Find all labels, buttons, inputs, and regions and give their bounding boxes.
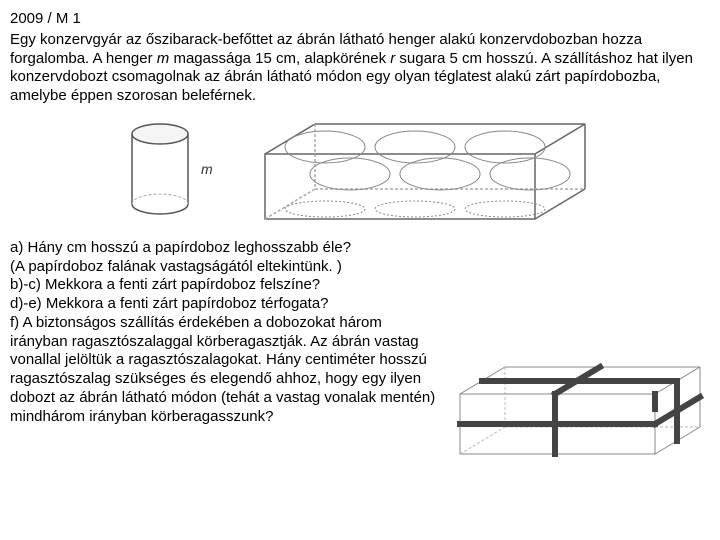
question-bc: b)-c) Mekkora a fenti zárt papírdoboz fe… xyxy=(10,276,440,295)
question-de: d)-e) Mekkora a fenti zárt papírdoboz té… xyxy=(10,295,440,314)
exam-header: 2009 / M 1 xyxy=(10,10,710,29)
box-with-cans-figure xyxy=(255,114,595,229)
intro-part2: magassága 15 cm, alapkörének xyxy=(169,50,390,67)
problem-text: Egy konzervgyár az őszibarack-befőttet a… xyxy=(10,31,710,106)
tape-box-figure xyxy=(450,359,710,469)
question-f: f) A biztonságos szállítás érdekében a d… xyxy=(10,314,440,427)
question-note: (A papírdoboz falának vastagságától elte… xyxy=(10,258,440,277)
cylinder-figure: m xyxy=(125,119,215,224)
var-m: m xyxy=(157,50,170,67)
cylinder-m-label: m xyxy=(201,161,213,177)
questions-block: a) Hány cm hosszú a papírdoboz leghossza… xyxy=(10,239,440,427)
question-a: a) Hány cm hosszú a papírdoboz leghossza… xyxy=(10,239,440,258)
tape-box-figure-wrap xyxy=(450,359,710,469)
